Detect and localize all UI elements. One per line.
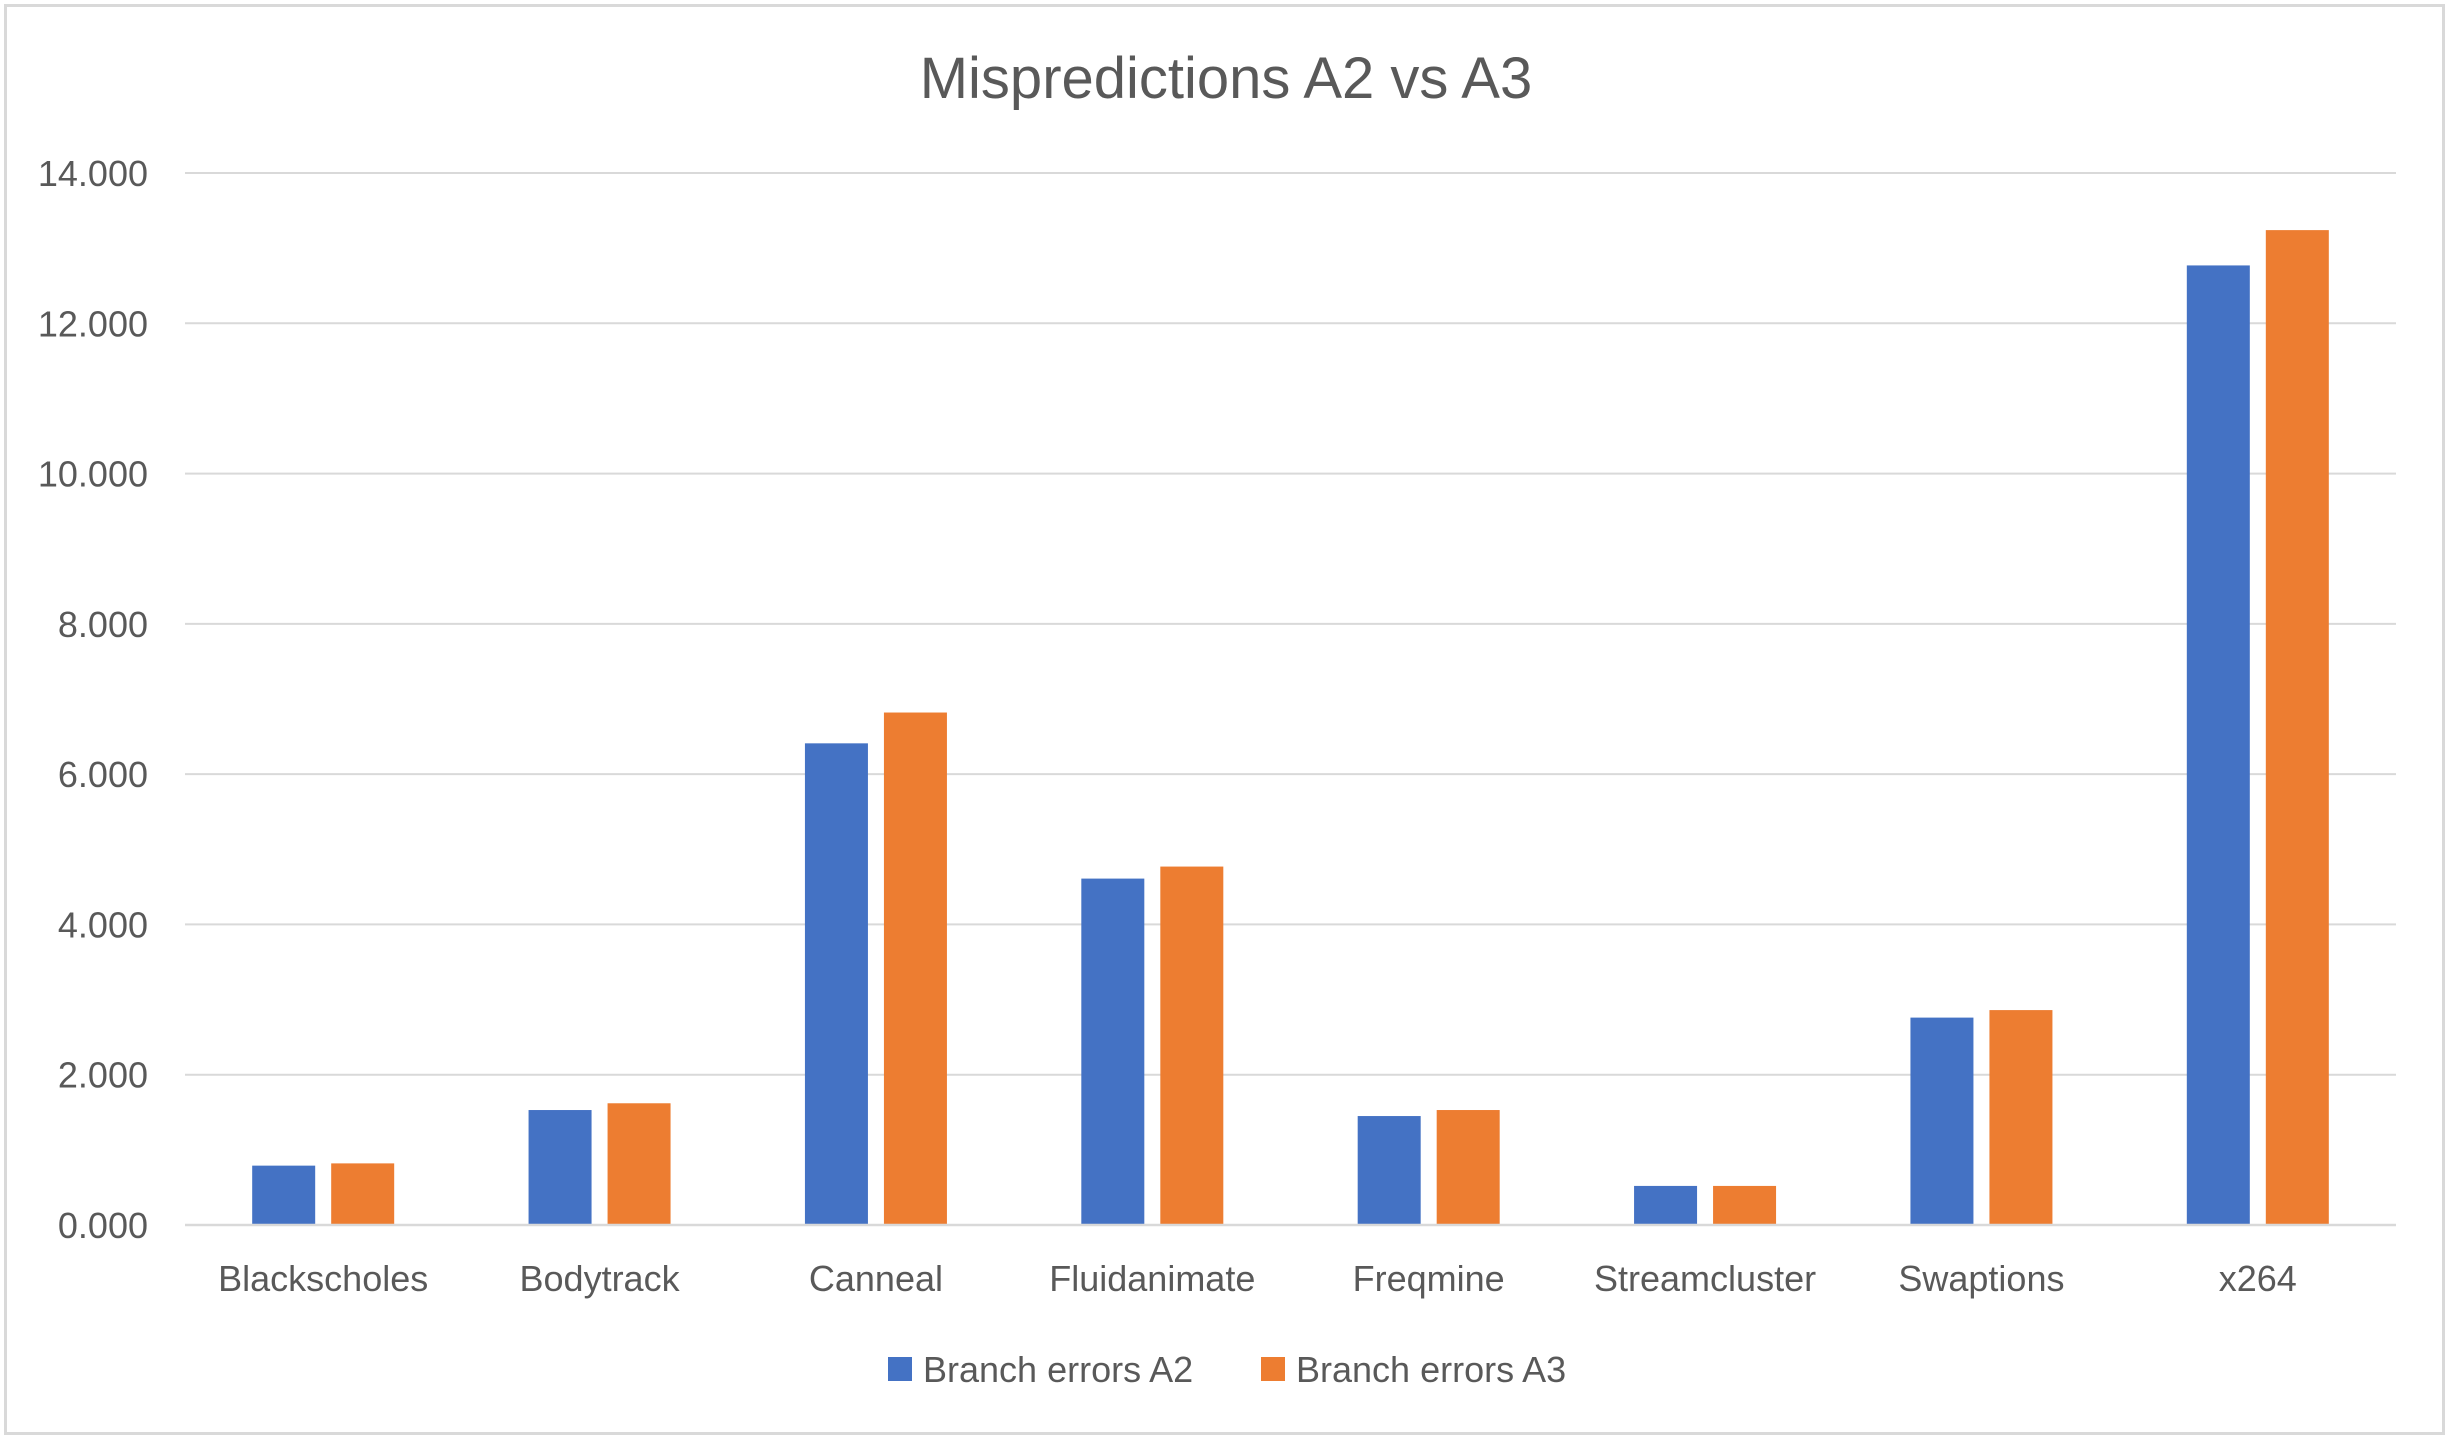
x-tick-label: x264	[2219, 1258, 2297, 1299]
x-tick-label: Blackscholes	[218, 1258, 428, 1299]
x-tick-label: Bodytrack	[520, 1258, 681, 1299]
bar-a3-canneal	[883, 712, 947, 1225]
y-tick-label: 8.000	[58, 604, 148, 645]
legend-a3-label: Branch errors A3	[1296, 1349, 1566, 1390]
legend-a2-swatch	[888, 1357, 912, 1381]
bar-a2-blackscholes	[252, 1165, 316, 1225]
legend: Branch errors A2 Branch errors A3	[888, 1349, 1566, 1390]
bar-a3-streamcluster	[1713, 1185, 1777, 1225]
x-tick-label: Canneal	[809, 1258, 943, 1299]
x-tick-label: Swaptions	[1898, 1258, 2064, 1299]
bar-a3-fluidanimate	[1160, 866, 1224, 1225]
x-tick-label: Fluidanimate	[1049, 1258, 1255, 1299]
bar-a2-streamcluster	[1634, 1185, 1698, 1225]
bar-a2-swaptions	[1910, 1017, 1974, 1225]
bar-a3-x264	[2265, 230, 2329, 1225]
bar-a3-freqmine	[1436, 1110, 1500, 1225]
y-tick-label: 4.000	[58, 904, 148, 945]
legend-a3-swatch	[1261, 1357, 1285, 1381]
bar-a2-freqmine	[1357, 1116, 1421, 1225]
bar-a2-x264	[2186, 265, 2250, 1225]
bars	[252, 230, 2329, 1225]
x-tick-label: Freqmine	[1353, 1258, 1505, 1299]
y-tick-label: 6.000	[58, 754, 148, 795]
y-tick-label: 12.000	[38, 303, 148, 344]
axes: 0.000 2.000 4.000 6.000 8.000 10.000 12.000 14.…	[38, 153, 2396, 1299]
y-tick-label: 0.000	[58, 1205, 148, 1246]
y-tick-label: 10.000	[38, 454, 148, 495]
x-tick-label: Streamcluster	[1594, 1258, 1816, 1299]
bar-a3-bodytrack	[607, 1103, 671, 1225]
bar-a3-swaptions	[1989, 1010, 2053, 1225]
bar-a2-canneal	[804, 743, 868, 1225]
bar-a2-bodytrack	[528, 1110, 592, 1225]
bar-a2-fluidanimate	[1081, 878, 1145, 1225]
chart-title: Mispredictions A2 vs A3	[920, 46, 1533, 111]
y-tick-label: 2.000	[58, 1055, 148, 1096]
gridlines	[185, 172, 2396, 1076]
y-tick-label: 14.000	[38, 153, 148, 194]
legend-a2-label: Branch errors A2	[923, 1349, 1193, 1390]
bar-a3-blackscholes	[331, 1163, 395, 1225]
